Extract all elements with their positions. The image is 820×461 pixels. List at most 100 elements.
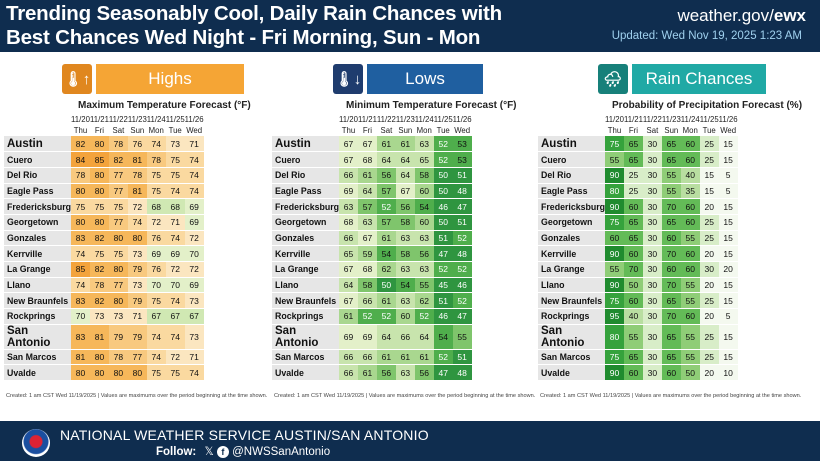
value-cell: 77 [108, 183, 128, 200]
table-row: Rockprings 95 40 30 70 60 20 5 [538, 308, 738, 325]
value-cell: 73 [127, 277, 147, 294]
social-handle[interactable]: @NWSSanAntonio [232, 446, 331, 458]
table-row: Cuero 67 68 64 64 65 52 53 [272, 151, 472, 168]
table-row: Llano 74 78 77 73 70 70 69 [4, 277, 204, 294]
value-cell: 82 [89, 230, 109, 247]
date-label: 11/24 [680, 115, 700, 124]
value-cell: 58 [414, 167, 434, 184]
value-cell: 50 [680, 364, 700, 382]
value-cell: 52 [452, 261, 472, 278]
table-row: New Braunfels 83 82 80 79 75 74 73 [4, 292, 204, 310]
lows-subtitle: Minimum Temperature Forecast (°F) [346, 100, 517, 111]
facebook-icon[interactable]: f [216, 446, 229, 458]
header-spacer [272, 114, 339, 125]
value-cell: 75 [146, 183, 166, 200]
date-label: 11/21 [89, 115, 109, 124]
value-cell: 60 [680, 136, 700, 153]
value-cell: 60 [680, 308, 700, 325]
value-cell: 60 [680, 214, 700, 231]
date-label: 11/26 [452, 115, 472, 124]
value-cell: 78 [89, 277, 109, 294]
value-cell: 46 [433, 308, 453, 325]
day-label: Tue [436, 126, 450, 135]
value-cell: 51 [433, 230, 453, 247]
highs-panel-label: Highs [96, 64, 244, 94]
city-name: Llano [538, 277, 606, 294]
value-cell: 54 [414, 198, 434, 215]
value-cell: 5 [718, 167, 738, 184]
value-cell: 15 [699, 183, 719, 200]
value-cell: 67 [339, 292, 358, 310]
table-row: Kerrville 65 59 54 58 56 47 48 [272, 245, 472, 262]
value-cell: 75 [165, 151, 185, 168]
title-line-2: Best Chances Wed Night - Fri Morning, Su… [6, 26, 481, 49]
city-name: Eagle Pass [272, 183, 340, 200]
rain-panel-label: Rain Chances [632, 64, 766, 94]
date-label: 11/23 [127, 115, 147, 124]
x-icon[interactable]: 𝕏 [204, 446, 214, 458]
value-cell: 50 [623, 277, 643, 294]
value-cell: 66 [339, 167, 358, 184]
value-cell: 65 [661, 324, 681, 350]
value-cell: 64 [376, 151, 396, 168]
value-cell: 30 [642, 198, 662, 215]
value-cell: 79 [108, 324, 128, 350]
value-cell: 60 [680, 198, 700, 215]
value-cell: 80 [108, 230, 128, 247]
table-row: Austin 75 65 30 65 60 25 15 [538, 136, 738, 153]
value-cell: 75 [108, 198, 128, 215]
header-spacer [538, 114, 605, 125]
value-cell: 75 [165, 364, 185, 382]
table-row: Llano 64 58 50 54 55 45 46 [272, 277, 472, 294]
value-cell: 58 [395, 214, 415, 231]
lows-footnote: Created: 1 am CST Wed 11/19/2025 | Value… [274, 393, 536, 399]
value-cell: 61 [339, 308, 358, 325]
city-name: Fredericksburg [538, 198, 606, 215]
value-cell: 90 [605, 277, 624, 294]
value-cell: 54 [376, 245, 396, 262]
header-bar: Trending Seasonably Cool, Daily Rain Cha… [0, 0, 820, 52]
value-cell: 76 [146, 261, 166, 278]
value-cell: 61 [395, 136, 415, 153]
value-cell: 75 [146, 167, 166, 184]
value-cell: 74 [165, 230, 185, 247]
thermometer-up-icon: 🌡↑ [62, 64, 92, 94]
value-cell: 60 [661, 364, 681, 382]
value-cell: 20 [699, 308, 719, 325]
table-row: Cuero 55 65 30 65 60 25 15 [538, 151, 738, 168]
value-cell: 67 [357, 136, 377, 153]
value-cell: 52 [433, 261, 453, 278]
city-name: Gonzales [272, 230, 340, 247]
value-cell: 72 [127, 198, 147, 215]
value-cell: 65 [623, 349, 643, 366]
value-cell: 25 [699, 214, 719, 231]
day-label: Mon [148, 126, 164, 135]
value-cell: 90 [605, 167, 624, 184]
value-cell: 79 [127, 324, 147, 350]
value-cell: 75 [89, 198, 109, 215]
value-cell: 55 [680, 292, 700, 310]
value-cell: 75 [146, 364, 166, 382]
city-name: La Grange [4, 261, 72, 278]
header-row-dates: 11/20 11/21 11/22 11/23 11/24 11/25 11/26 [4, 114, 204, 125]
value-cell: 76 [146, 230, 166, 247]
table-row: Cuero 84 85 82 81 78 75 74 [4, 151, 204, 168]
value-cell: 71 [165, 214, 185, 231]
value-cell: 62 [414, 292, 434, 310]
site-link[interactable]: weather.gov/ewx [677, 6, 806, 26]
table-row: San Marcos 75 65 30 65 55 25 15 [538, 349, 738, 366]
value-cell: 50 [376, 277, 396, 294]
value-cell: 65 [661, 214, 681, 231]
day-label: Thu [73, 126, 88, 135]
value-cell: 77 [108, 167, 128, 184]
rain-subtitle: Probability of Precipitation Forecast (%… [612, 100, 803, 111]
table-row: Gonzales 66 67 61 63 63 51 52 [272, 230, 472, 247]
header-spacer [4, 114, 71, 125]
value-cell: 30 [642, 245, 662, 262]
value-cell: 30 [642, 292, 662, 310]
value-cell: 15 [718, 245, 738, 262]
value-cell: 61 [357, 167, 377, 184]
highs-forecast-table: 11/20 11/21 11/22 11/23 11/24 11/25 11/26 Thu Fr… [4, 114, 204, 382]
date-label: 11/21 [357, 115, 377, 124]
value-cell: 74 [165, 324, 185, 350]
